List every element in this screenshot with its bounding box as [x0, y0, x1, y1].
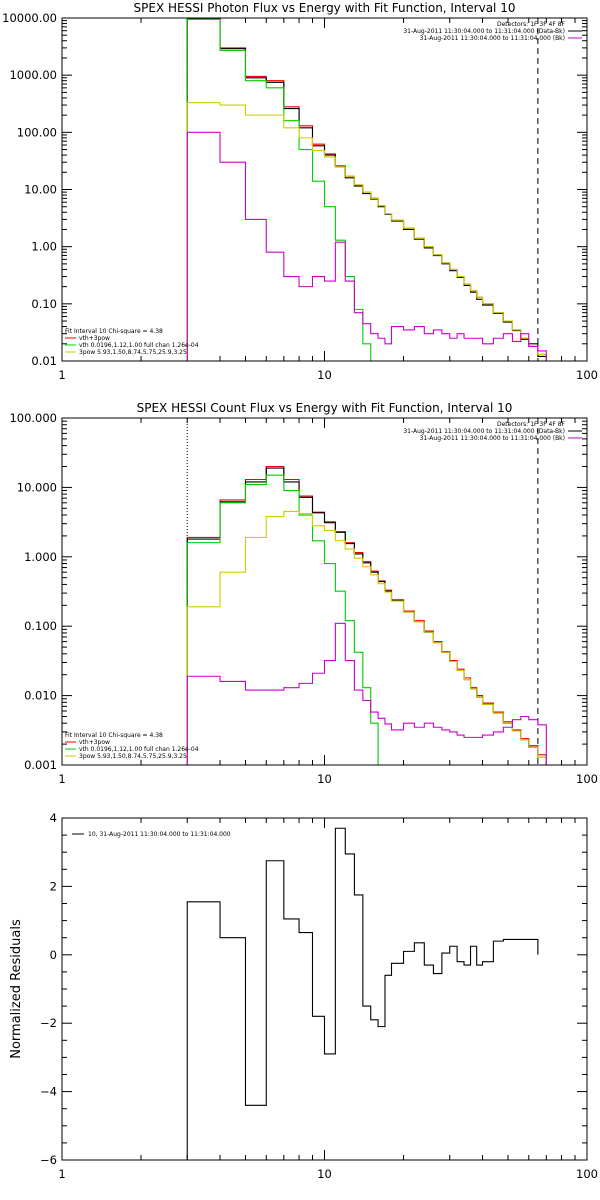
chart-panel-1: SPEX HESSI Photon Flux vs Energy with Fi…	[2, 1, 598, 382]
series-line-4	[186, 510, 547, 765]
x-tick-label: 10	[317, 368, 332, 382]
legend-bl-text: vth 0.0196,1.12,1.00 full chan 1.26e-04	[79, 746, 199, 753]
plot-data	[186, 827, 539, 1160]
series-line-5	[186, 622, 547, 765]
x-tick-label: 100	[576, 772, 598, 786]
series-line-3	[186, 18, 372, 361]
legend-tr-text: Detectors: 1F 3F 4F 8F	[497, 21, 566, 28]
y-tick-label: 10.000	[17, 480, 57, 494]
legend-bl-text: 3pow 5.93,1.50,8.74,5.75,25.9,3.25	[79, 349, 187, 356]
legend-bl-text: vth+3pow	[79, 335, 110, 342]
legend-tr-text: Detectors: 1F 3F 4F 8F	[497, 421, 566, 428]
legend-tr-text: 31-Aug-2011 11:30:04.000 to 11:31:04.000…	[420, 435, 565, 442]
y-tick-label: 4	[50, 811, 57, 825]
chart-title: SPEX HESSI Count Flux vs Energy with Fit…	[137, 401, 513, 415]
series-line-4	[186, 102, 555, 361]
plot-frame	[61, 417, 588, 766]
x-tick-label: 1	[58, 1167, 65, 1181]
legend-bl-text: vth+3pow	[79, 739, 110, 746]
series-line-2	[186, 467, 547, 765]
y-tick-label: 10000.00	[2, 11, 57, 25]
x-tick-label: 100	[576, 1167, 598, 1181]
x-tick-label: 10	[317, 1167, 332, 1181]
y-tick-label: 2	[50, 879, 57, 893]
y-tick-label: 1.000	[24, 550, 57, 564]
y-tick-label: 1000.00	[9, 68, 57, 82]
y-tick-label: −2	[40, 1016, 57, 1030]
y-tick-label: 0.01	[31, 354, 57, 368]
legend-tl-text: 10, 31-Aug-2011 11:30:04.000 to 11:31:04…	[88, 831, 231, 838]
series-line-3	[186, 474, 379, 765]
legend-tr-text: 31-Aug-2011 11:30:04.000 to 11:31:04.000…	[420, 35, 565, 42]
legend-bl-text: Fit Interval 10 Chi-square = 4.38	[65, 328, 163, 335]
series-line-2	[186, 18, 547, 361]
series-line-1	[186, 465, 555, 765]
x-tick-label: 10	[317, 772, 332, 786]
series-line-5	[186, 131, 547, 361]
chart-title: SPEX HESSI Photon Flux vs Energy with Fi…	[134, 1, 516, 15]
y-tick-label: 0.10	[31, 297, 57, 311]
y-tick-label: 0	[50, 948, 57, 962]
legend-bl-text: Fit Interval 10 Chi-square = 4.38	[65, 732, 163, 739]
x-tick-label: 100	[576, 368, 598, 382]
y-tick-label: −6	[40, 1153, 57, 1167]
y-tick-label: −4	[40, 1085, 57, 1099]
y-tick-label: 0.010	[24, 689, 57, 703]
y-tick-label: 100.00	[17, 125, 57, 139]
y-axis-label: Normalized Residuals	[9, 919, 24, 1059]
legend-tr-text: 31-Aug-2011 11:30:04.000 to 11:31:04.000…	[403, 428, 565, 435]
legend-tr-text: 31-Aug-2011 11:30:04.000 to 11:31:04.000…	[403, 28, 565, 35]
y-tick-label: 0.100	[24, 619, 57, 633]
chart-panel-3: Normalized Residuals 1 10 100 −6 −4 −2 0 2 4 10, 3…	[9, 811, 598, 1181]
y-tick-label: 100.000	[9, 411, 57, 425]
x-tick-label: 1	[58, 772, 65, 786]
plot-frame	[61, 817, 588, 1161]
y-tick-label: 10.00	[24, 183, 57, 197]
legend-bl-text: vth 0.0196,1.12,1.00 full chan 1.26e-04	[79, 342, 199, 349]
x-tick-label: 1	[58, 368, 65, 382]
y-tick-label: 0.001	[24, 758, 57, 772]
chart-panel-2: SPEX HESSI Count Flux vs Energy with Fit…	[9, 401, 598, 786]
y-tick-label: 1.00	[31, 240, 57, 254]
legend-bl-text: 3pow 5.93,1.50,8.74,5.75,25.9,3.25	[79, 753, 187, 760]
plot-data	[186, 418, 555, 765]
series-line-1	[186, 827, 539, 1160]
plot-frame	[61, 17, 588, 362]
plot-data	[186, 18, 555, 361]
